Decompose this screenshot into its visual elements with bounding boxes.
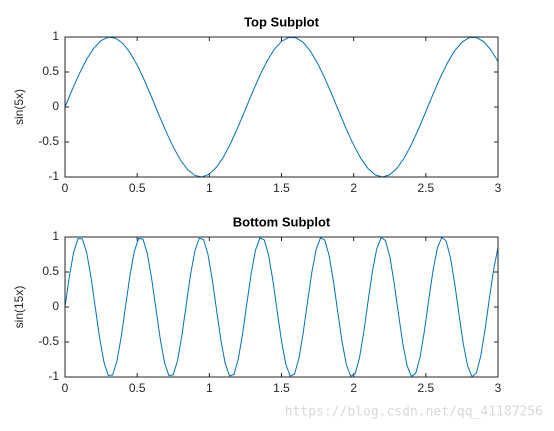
x-tick-label: 2 (350, 381, 357, 395)
x-tick-label: 1 (206, 181, 213, 195)
x-tick-label: 1.5 (273, 181, 290, 195)
y-tick-label: 1 (52, 229, 59, 243)
x-tick-label: 0.5 (129, 181, 146, 195)
x-tick-label: 3 (495, 181, 502, 195)
y-axis-label: sin(5x) (12, 89, 26, 125)
chart-title: Bottom Subplot (233, 214, 331, 229)
y-tick-label: -0.5 (38, 134, 59, 148)
plot-area (65, 237, 498, 377)
y-tick-label: 0.5 (42, 64, 59, 78)
y-tick-label: 1 (52, 29, 59, 43)
y-tick-label: -0.5 (38, 334, 59, 348)
chart-title: Top Subplot (244, 14, 320, 29)
plot-area (65, 37, 498, 177)
x-tick-label: 1.5 (273, 381, 290, 395)
y-tick-label: 0.5 (42, 264, 59, 278)
y-tick-label: -1 (48, 169, 59, 183)
y-tick-label: -1 (48, 369, 59, 383)
data-line (64, 236, 499, 378)
axes-box (64, 36, 499, 178)
axes-box (64, 236, 499, 378)
x-tick-label: 2.5 (417, 381, 434, 395)
x-tick-label: 0 (62, 381, 69, 395)
data-line (64, 36, 499, 178)
x-tick-label: 2 (350, 181, 357, 195)
watermark: https://blog.csdn.net/qq_41187256 (285, 405, 543, 420)
y-axis-label: sin(15x) (12, 286, 26, 329)
x-tick-label: 1 (206, 381, 213, 395)
x-tick-label: 2.5 (417, 181, 434, 195)
x-tick-label: 0.5 (129, 381, 146, 395)
x-tick-label: 0 (62, 181, 69, 195)
x-tick-label: 3 (495, 381, 502, 395)
y-tick-label: 0 (52, 99, 59, 113)
y-tick-label: 0 (52, 299, 59, 313)
